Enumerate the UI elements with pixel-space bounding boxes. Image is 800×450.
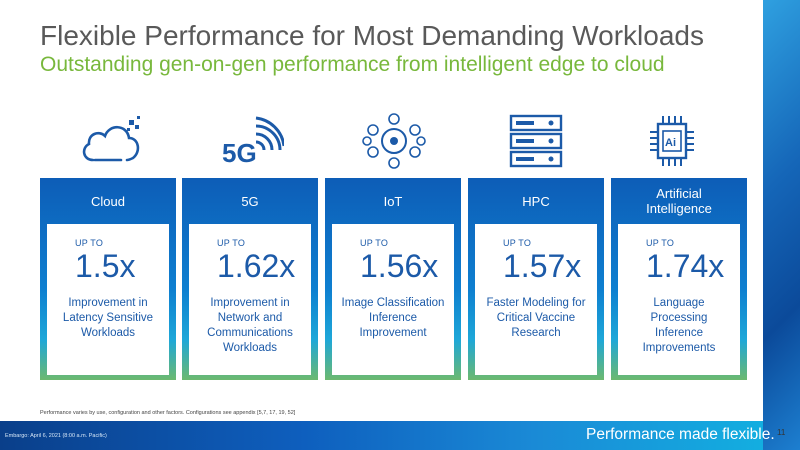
card-heading: IoT: [383, 193, 403, 209]
card-hpc: HPC UP TO 1.57x Faster Modeling for Crit…: [468, 178, 604, 380]
footer-bar: Embargo: April 6, 2021 (8:00 a.m. Pacifi…: [0, 421, 775, 450]
ai-chip-icon: Ai: [640, 112, 706, 170]
card-cloud: Cloud UP TO 1.5x Improvement in Latency …: [40, 178, 176, 380]
card-heading: Cloud: [91, 193, 125, 209]
page-number: 11: [777, 428, 786, 437]
card-body: UP TO 1.56x Image Classification Inferen…: [332, 224, 454, 375]
performance-cards: Cloud UP TO 1.5x Improvement in Latency …: [40, 178, 747, 380]
card-artificial-intelligence: Artificial Intelligence UP TO 1.74x Lang…: [611, 178, 747, 380]
card-description: Language Processing Inference Improvemen…: [642, 297, 716, 354]
performance-value: 1.56x: [360, 248, 439, 284]
iot-network-icon: [361, 112, 427, 170]
performance-value: 1.57x: [503, 248, 582, 284]
performance-value: 1.74x: [646, 248, 725, 284]
card-body: UP TO 1.62x Improvement in Network and C…: [189, 224, 311, 375]
tagline: Performance made flexible.: [586, 426, 775, 443]
card-description: Faster Modeling for Critical Vaccine Res…: [486, 297, 586, 339]
5g-icon: 5G: [218, 112, 284, 170]
performance-value: 1.62x: [217, 248, 296, 284]
card-description: Improvement in Network and Communication…: [207, 297, 293, 354]
slide-title: Flexible Performance for Most Demanding …: [40, 20, 704, 51]
card-iot: IoT UP TO 1.56x Image Classification Inf…: [325, 178, 461, 380]
card-body: UP TO 1.74x Language Processing Inferenc…: [618, 224, 740, 375]
card-description: Improvement in Latency Sensitive Workloa…: [62, 297, 154, 339]
up-to-label: UP TO: [360, 238, 389, 248]
performance-value: 1.5x: [75, 248, 136, 284]
card-body: UP TO 1.57x Faster Modeling for Critical…: [475, 224, 597, 375]
svg-text:Ai: Ai: [665, 137, 676, 149]
server-rack-icon: [503, 112, 569, 170]
svg-text:5G: 5G: [222, 138, 257, 168]
decorative-side-band: [763, 0, 800, 450]
slide-subtitle: Outstanding gen-on-gen performance from …: [40, 53, 665, 76]
cloud-icon: [77, 112, 143, 170]
up-to-label: UP TO: [646, 238, 675, 248]
embargo-note: Embargo: April 6, 2021 (8:00 a.m. Pacifi…: [5, 433, 107, 439]
card-heading: 5G: [241, 193, 259, 209]
card-description: Image Classification Inference Improveme…: [341, 297, 445, 339]
card-5g: 5G UP TO 1.62x Improvement in Network an…: [182, 178, 318, 380]
card-heading: Artificial Intelligence: [646, 186, 712, 216]
card-heading: HPC: [522, 193, 550, 209]
card-body: UP TO 1.5x Improvement in Latency Sensit…: [47, 224, 169, 375]
up-to-label: UP TO: [503, 238, 532, 248]
performance-footnote: Performance varies by use, configuration…: [40, 410, 296, 416]
up-to-label: UP TO: [217, 238, 246, 248]
up-to-label: UP TO: [75, 238, 104, 248]
